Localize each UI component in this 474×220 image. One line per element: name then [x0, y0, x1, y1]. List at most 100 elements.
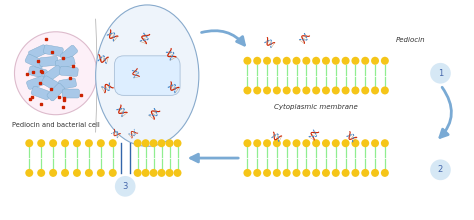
Circle shape	[49, 169, 57, 177]
Circle shape	[109, 169, 117, 177]
Circle shape	[381, 57, 389, 65]
Circle shape	[263, 169, 271, 177]
Circle shape	[371, 169, 379, 177]
Circle shape	[253, 169, 261, 177]
FancyBboxPatch shape	[31, 86, 50, 100]
Text: Pediocin and bacterial cell: Pediocin and bacterial cell	[12, 122, 100, 128]
Circle shape	[134, 169, 142, 177]
Circle shape	[273, 139, 281, 147]
Circle shape	[322, 169, 330, 177]
FancyBboxPatch shape	[45, 65, 63, 81]
Circle shape	[273, 57, 281, 65]
Circle shape	[292, 169, 301, 177]
Circle shape	[342, 169, 350, 177]
Circle shape	[332, 139, 340, 147]
Circle shape	[361, 139, 369, 147]
Circle shape	[302, 57, 310, 65]
Circle shape	[312, 139, 320, 147]
Ellipse shape	[96, 5, 199, 146]
Circle shape	[157, 139, 165, 147]
Circle shape	[25, 169, 33, 177]
Circle shape	[253, 139, 261, 147]
Circle shape	[273, 86, 281, 94]
FancyBboxPatch shape	[114, 56, 180, 95]
Circle shape	[381, 86, 389, 94]
Circle shape	[292, 139, 301, 147]
Circle shape	[361, 86, 369, 94]
Circle shape	[361, 57, 369, 65]
Circle shape	[142, 139, 150, 147]
Circle shape	[244, 139, 251, 147]
Circle shape	[73, 139, 81, 147]
Circle shape	[37, 169, 45, 177]
Circle shape	[85, 139, 93, 147]
Circle shape	[283, 86, 291, 94]
Circle shape	[371, 86, 379, 94]
Circle shape	[173, 169, 182, 177]
Circle shape	[142, 169, 150, 177]
Circle shape	[312, 169, 320, 177]
Text: Cytoplasmic membrane: Cytoplasmic membrane	[274, 104, 358, 110]
Circle shape	[322, 57, 330, 65]
FancyBboxPatch shape	[55, 57, 75, 69]
Circle shape	[283, 169, 291, 177]
FancyBboxPatch shape	[60, 45, 78, 62]
Circle shape	[15, 32, 97, 115]
FancyBboxPatch shape	[60, 66, 78, 77]
FancyBboxPatch shape	[27, 76, 46, 90]
FancyBboxPatch shape	[47, 83, 64, 101]
Circle shape	[322, 139, 330, 147]
FancyBboxPatch shape	[62, 89, 80, 98]
Circle shape	[263, 86, 271, 94]
Circle shape	[244, 86, 251, 94]
Circle shape	[351, 139, 359, 147]
Circle shape	[312, 86, 320, 94]
Circle shape	[134, 139, 142, 147]
Circle shape	[150, 169, 157, 177]
Circle shape	[371, 57, 379, 65]
Circle shape	[109, 139, 117, 147]
Circle shape	[342, 86, 350, 94]
Circle shape	[85, 169, 93, 177]
Circle shape	[430, 160, 451, 180]
Circle shape	[244, 169, 251, 177]
FancyBboxPatch shape	[44, 45, 64, 56]
Circle shape	[263, 57, 271, 65]
Circle shape	[332, 57, 340, 65]
Circle shape	[283, 139, 291, 147]
Circle shape	[49, 139, 57, 147]
Circle shape	[332, 86, 340, 94]
Circle shape	[361, 169, 369, 177]
Text: 1: 1	[438, 69, 443, 78]
Circle shape	[115, 176, 136, 197]
Circle shape	[302, 139, 310, 147]
Circle shape	[430, 63, 451, 84]
Circle shape	[302, 86, 310, 94]
Circle shape	[381, 139, 389, 147]
Circle shape	[157, 169, 165, 177]
Circle shape	[342, 139, 350, 147]
Circle shape	[351, 169, 359, 177]
Circle shape	[332, 169, 340, 177]
Circle shape	[381, 169, 389, 177]
Circle shape	[25, 139, 33, 147]
Circle shape	[292, 86, 301, 94]
Circle shape	[283, 57, 291, 65]
Circle shape	[273, 169, 281, 177]
Circle shape	[322, 86, 330, 94]
Circle shape	[165, 169, 173, 177]
Circle shape	[244, 57, 251, 65]
Circle shape	[165, 139, 173, 147]
Circle shape	[173, 139, 182, 147]
Circle shape	[351, 86, 359, 94]
FancyBboxPatch shape	[25, 54, 44, 69]
Circle shape	[312, 57, 320, 65]
Circle shape	[97, 139, 105, 147]
Circle shape	[253, 57, 261, 65]
Text: Pediocin: Pediocin	[396, 37, 426, 43]
Circle shape	[73, 169, 81, 177]
Text: 3: 3	[122, 182, 128, 191]
Circle shape	[97, 169, 105, 177]
Circle shape	[37, 139, 45, 147]
FancyBboxPatch shape	[42, 76, 61, 92]
